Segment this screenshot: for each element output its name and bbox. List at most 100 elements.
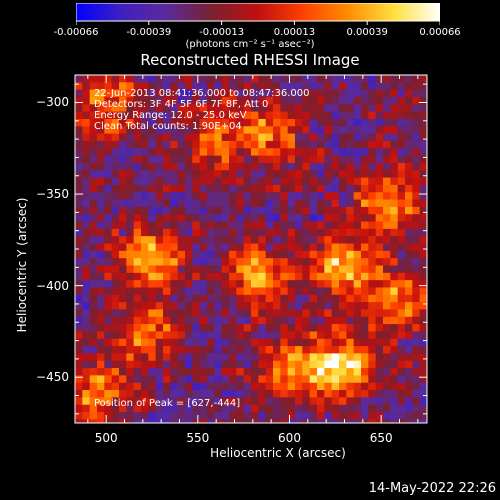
heatmap-cell bbox=[119, 316, 127, 325]
heatmap-cell bbox=[104, 214, 113, 223]
heatmap-cell bbox=[97, 96, 105, 105]
heatmap-cell bbox=[339, 287, 347, 296]
heatmap-cell bbox=[405, 192, 413, 201]
heatmap-cell bbox=[383, 82, 391, 91]
heatmap-cell bbox=[141, 148, 149, 157]
heatmap-cell bbox=[331, 214, 340, 223]
heatmap-cell bbox=[111, 324, 120, 333]
heatmap-cell bbox=[295, 360, 303, 369]
heatmap-cell bbox=[82, 243, 91, 252]
heatmap-cell bbox=[251, 162, 259, 171]
heatmap-cell bbox=[119, 104, 127, 113]
heatmap-cell bbox=[97, 89, 105, 98]
heatmap-cell bbox=[368, 155, 377, 164]
heatmap-cell bbox=[221, 140, 230, 149]
heatmap-cell bbox=[375, 404, 384, 413]
heatmap-cell bbox=[163, 316, 171, 325]
heatmap-cell bbox=[119, 89, 127, 98]
heatmap-cell bbox=[75, 353, 83, 362]
heatmap-cell bbox=[192, 309, 201, 318]
heatmap-cell bbox=[119, 162, 127, 171]
heatmap-cell bbox=[221, 228, 230, 237]
heatmap-cell bbox=[119, 353, 127, 362]
heatmap-cell bbox=[133, 214, 142, 223]
heatmap-cell bbox=[75, 170, 83, 179]
heatmap-cell bbox=[126, 338, 135, 347]
heatmap-cell bbox=[390, 221, 399, 230]
heatmap-cell bbox=[89, 331, 98, 340]
heatmap-cell bbox=[309, 243, 318, 252]
heatmap-cell bbox=[104, 133, 113, 142]
heatmap-cell bbox=[133, 140, 142, 149]
heatmap-cell bbox=[111, 140, 120, 149]
heatmap-cell bbox=[104, 192, 113, 201]
heatmap-cells bbox=[75, 75, 427, 423]
heatmap-cell bbox=[295, 346, 303, 354]
heatmap-cell bbox=[89, 397, 98, 406]
heatmap-cell bbox=[331, 390, 340, 398]
y-tick-label: −450 bbox=[36, 370, 69, 385]
heatmap-cell bbox=[236, 104, 245, 113]
heatmap-cell bbox=[258, 324, 267, 333]
heatmap-cell bbox=[331, 126, 340, 135]
heatmap-cell bbox=[243, 236, 252, 245]
heatmap-cell bbox=[368, 346, 377, 354]
heatmap-cell bbox=[273, 360, 281, 369]
heatmap-cell bbox=[185, 111, 193, 120]
heatmap-cell bbox=[133, 221, 142, 230]
heatmap-cell bbox=[353, 404, 362, 413]
heatmap-cell bbox=[368, 118, 377, 127]
heatmap-cell bbox=[287, 133, 296, 142]
heatmap-cell bbox=[82, 221, 91, 230]
heatmap-cell bbox=[405, 148, 413, 157]
heatmap-cell bbox=[405, 287, 413, 296]
heatmap-cell bbox=[368, 162, 377, 171]
heatmap-cell bbox=[397, 243, 406, 252]
heatmap-cell bbox=[346, 324, 355, 333]
heatmap-cell bbox=[368, 404, 377, 413]
heatmap-cell bbox=[148, 75, 157, 83]
heatmap-cell bbox=[163, 221, 171, 230]
heatmap-cell bbox=[111, 309, 120, 318]
heatmap-cell bbox=[89, 162, 98, 171]
heatmap-cell bbox=[185, 118, 193, 127]
heatmap-cell bbox=[236, 236, 245, 245]
heatmap-cell bbox=[148, 280, 157, 289]
heatmap-cell bbox=[221, 236, 230, 245]
heatmap-cell bbox=[185, 96, 193, 105]
heatmap-cell bbox=[258, 294, 267, 303]
heatmap-cell bbox=[119, 82, 127, 91]
heatmap-cell bbox=[97, 162, 105, 171]
heatmap-cell bbox=[199, 206, 208, 215]
heatmap-cell bbox=[258, 419, 267, 423]
heatmap-cell bbox=[214, 265, 223, 274]
heatmap-cell bbox=[133, 338, 142, 347]
heatmap-cell bbox=[339, 346, 347, 354]
colorbar-tick-label: 0.00013 bbox=[273, 27, 316, 38]
heatmap-cell bbox=[133, 412, 142, 420]
heatmap-cell bbox=[339, 309, 347, 318]
heatmap-cell bbox=[236, 82, 245, 91]
heatmap-cell bbox=[141, 243, 149, 252]
heatmap-cell bbox=[295, 104, 303, 113]
heatmap-cell bbox=[265, 346, 274, 354]
heatmap-cell bbox=[346, 412, 355, 420]
heatmap-cell bbox=[265, 111, 274, 120]
heatmap-cell bbox=[126, 258, 135, 267]
heatmap-cell bbox=[383, 353, 391, 362]
heatmap-cell bbox=[89, 118, 98, 127]
heatmap-cell bbox=[221, 316, 230, 325]
heatmap-cell bbox=[192, 368, 201, 376]
heatmap-cell bbox=[133, 89, 142, 98]
heatmap-cell bbox=[221, 82, 230, 91]
heatmap-cell bbox=[353, 353, 362, 362]
heatmap-cell bbox=[192, 228, 201, 237]
heatmap-cell bbox=[75, 419, 83, 423]
heatmap-cell bbox=[375, 360, 384, 369]
heatmap-cell bbox=[390, 353, 399, 362]
heatmap-cell bbox=[82, 75, 91, 83]
heatmap-cell bbox=[207, 214, 215, 223]
heatmap-cell bbox=[236, 316, 245, 325]
heatmap-cell bbox=[273, 82, 281, 91]
heatmap-cell bbox=[170, 419, 179, 423]
